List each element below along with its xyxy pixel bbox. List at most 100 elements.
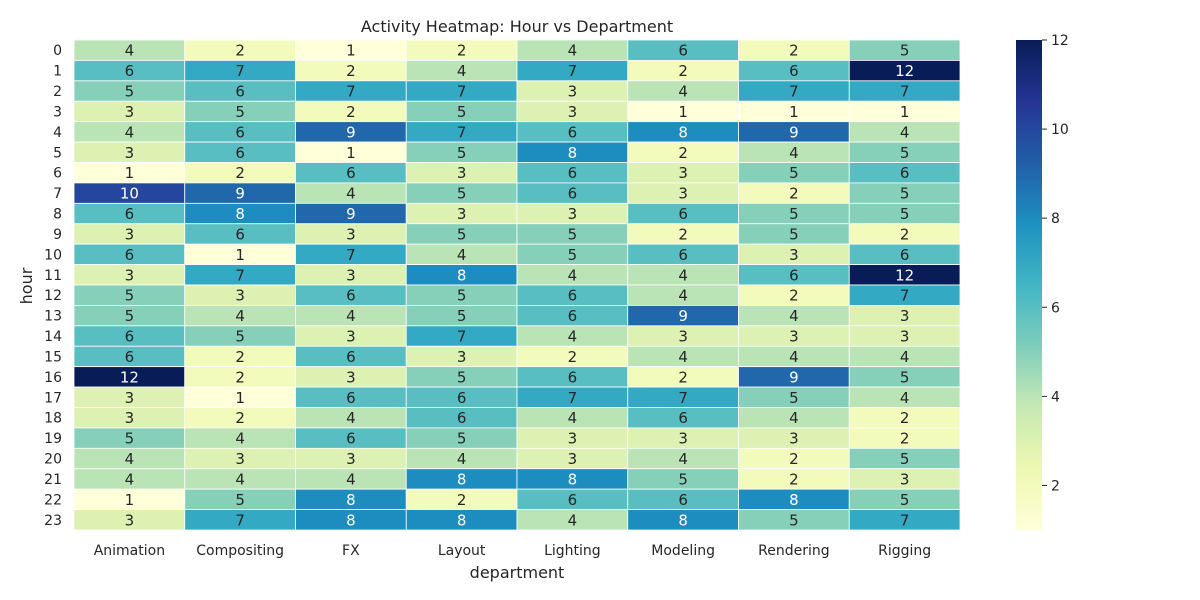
cell-value-label: 8 (678, 511, 688, 529)
cell-value-label: 7 (457, 123, 467, 141)
cell-value-label: 4 (346, 409, 356, 427)
cell-value-label: 9 (346, 205, 356, 223)
y-tick-label: 20 (44, 452, 62, 468)
cell-value-label: 6 (568, 164, 578, 182)
cell-value-label: 3 (125, 409, 135, 427)
cell-value-label: 4 (900, 348, 910, 366)
cell-value-label: 4 (457, 450, 467, 468)
cell-value-label: 3 (457, 348, 467, 366)
cell-value-label: 6 (678, 42, 688, 60)
cell-value-label: 8 (346, 491, 356, 509)
cell-value-label: 3 (235, 287, 245, 305)
cell-value-label: 2 (568, 348, 578, 366)
cell-value-label: 2 (900, 225, 910, 243)
cell-value-label: 2 (346, 62, 356, 80)
cell-value-label: 3 (900, 328, 910, 346)
cell-value-label: 5 (457, 103, 467, 121)
cell-value-label: 4 (900, 389, 910, 407)
y-tick-label: 5 (53, 145, 62, 161)
cell-value-label: 3 (125, 511, 135, 529)
cell-value-label: 3 (125, 266, 135, 284)
cell-value-label: 2 (789, 42, 799, 60)
cell-value-label: 4 (568, 328, 578, 346)
cell-value-label: 6 (346, 430, 356, 448)
y-tick-label: 18 (44, 411, 62, 427)
cell-value-label: 1 (678, 103, 688, 121)
y-tick-label: 3 (53, 104, 62, 120)
cell-value-label: 5 (678, 470, 688, 488)
cell-value-label: 6 (235, 83, 245, 101)
cell-value-label: 8 (789, 491, 799, 509)
y-tick-label: 19 (44, 431, 62, 447)
cell-value-label: 7 (568, 389, 578, 407)
cell-value-label: 9 (678, 307, 688, 325)
cell-value-label: 1 (789, 103, 799, 121)
cell-value-label: 4 (125, 470, 135, 488)
cell-value-label: 1 (346, 144, 356, 162)
cell-value-label: 4 (678, 266, 688, 284)
cell-value-label: 6 (678, 205, 688, 223)
cell-value-label: 12 (895, 62, 914, 80)
cell-value-label: 4 (678, 83, 688, 101)
cell-value-label: 6 (235, 144, 245, 162)
cell-value-label: 4 (678, 348, 688, 366)
cell-value-label: 7 (900, 511, 910, 529)
cell-value-label: 2 (900, 430, 910, 448)
cell-value-label: 3 (125, 389, 135, 407)
cell-value-label: 4 (125, 123, 135, 141)
cell-value-label: 3 (125, 144, 135, 162)
cell-value-label: 5 (789, 511, 799, 529)
cell-value-label: 5 (457, 307, 467, 325)
colorbar-gradient (1016, 40, 1042, 530)
cell-value-label: 6 (457, 389, 467, 407)
cell-value-label: 4 (346, 307, 356, 325)
y-tick-label: 16 (44, 370, 62, 386)
cell-value-label: 2 (789, 450, 799, 468)
x-tick-label: Lighting (544, 543, 601, 559)
cell-value-label: 7 (678, 389, 688, 407)
cell-value-label: 5 (457, 430, 467, 448)
cell-value-label: 3 (346, 450, 356, 468)
cell-value-label: 12 (895, 266, 914, 284)
cell-value-label: 6 (568, 368, 578, 386)
cell-value-label: 2 (789, 287, 799, 305)
cell-value-label: 5 (900, 185, 910, 203)
cell-value-label: 8 (235, 205, 245, 223)
cell-value-label: 4 (346, 470, 356, 488)
cell-value-label: 7 (235, 62, 245, 80)
cell-value-label: 7 (457, 83, 467, 101)
cell-value-label: 6 (125, 246, 135, 264)
y-tick-label: 2 (53, 84, 62, 100)
cell-value-label: 8 (678, 123, 688, 141)
cell-value-label: 3 (678, 430, 688, 448)
colorbar-tick-label: 4 (1051, 389, 1060, 405)
cell-value-label: 4 (235, 470, 245, 488)
cell-value-label: 1 (235, 389, 245, 407)
cell-value-label: 4 (789, 409, 799, 427)
colorbar-tick-label: 10 (1051, 122, 1069, 138)
cell-value-label: 6 (235, 123, 245, 141)
cell-value-label: 4 (678, 450, 688, 468)
cell-value-label: 7 (235, 511, 245, 529)
y-tick-label: 15 (44, 349, 62, 365)
y-tick-label: 9 (53, 227, 62, 243)
cell-value-label: 2 (678, 144, 688, 162)
cell-value-label: 4 (457, 62, 467, 80)
cell-value-label: 4 (678, 287, 688, 305)
y-tick-label: 7 (53, 186, 62, 202)
cell-value-label: 6 (678, 409, 688, 427)
cell-value-label: 4 (235, 430, 245, 448)
cell-value-label: 4 (568, 409, 578, 427)
cell-value-label: 3 (346, 266, 356, 284)
cell-value-label: 3 (568, 430, 578, 448)
cell-value-label: 4 (568, 511, 578, 529)
cell-value-label: 5 (900, 42, 910, 60)
cell-value-label: 2 (678, 368, 688, 386)
cell-value-label: 5 (125, 287, 135, 305)
cell-value-label: 3 (678, 164, 688, 182)
cell-value-label: 3 (125, 225, 135, 243)
colorbar-tick-label: 12 (1051, 33, 1069, 49)
cell-value-label: 2 (678, 62, 688, 80)
cell-value-label: 4 (789, 348, 799, 366)
